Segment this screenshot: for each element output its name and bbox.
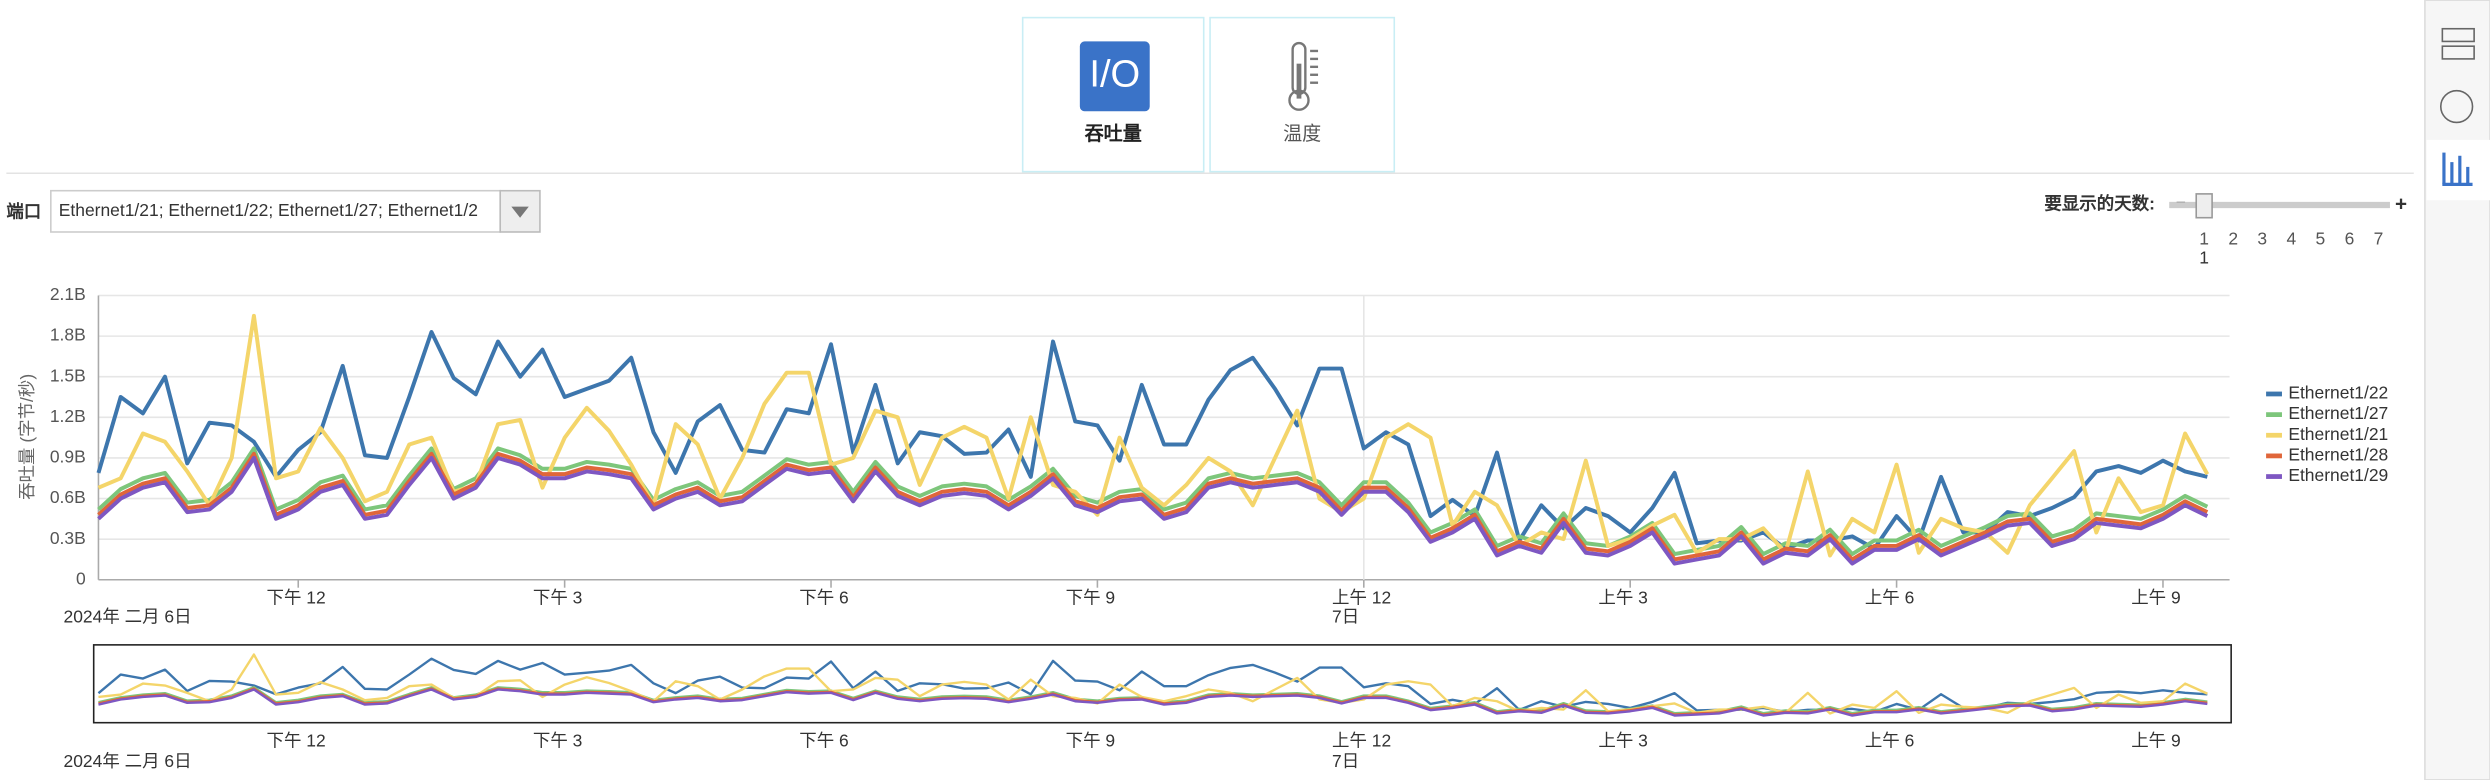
series-line xyxy=(97,446,2209,557)
day-tick-label: 2 xyxy=(2228,229,2238,249)
y-tick-label: 2.1B xyxy=(50,284,86,304)
io-icon-text: I/O xyxy=(1089,53,1140,95)
port-input[interactable] xyxy=(50,189,502,233)
x-tick-label: 下午 9 xyxy=(1066,587,1115,607)
navigator-tick-label: 上午 3 xyxy=(1598,730,1647,750)
navigator-tick-label: 上午 6 xyxy=(1865,730,1914,750)
y-tick-label: 1.5B xyxy=(50,365,86,385)
legend-label: Ethernet1/22 xyxy=(2288,383,2388,403)
navigator-next-day: 7日 xyxy=(1332,751,1359,771)
slider-minus: − xyxy=(2176,192,2186,212)
y-tick-label: 1.2B xyxy=(50,406,86,426)
x-tick-label: 上午 9 xyxy=(2131,587,2180,607)
navigator-tick-label: 下午 12 xyxy=(266,730,325,750)
navigator-line xyxy=(98,688,2208,717)
legend-label: Ethernet1/21 xyxy=(2288,424,2388,444)
legend-label: Ethernet1/27 xyxy=(2288,403,2388,423)
navigator-tick-label: 下午 6 xyxy=(799,730,848,750)
tab-label: 吞吐量 xyxy=(1085,123,1142,145)
day-tick-label: 3 xyxy=(2257,229,2267,249)
day-tick-label: 4 xyxy=(2286,229,2296,249)
slider-ticks: 1 2 3 4 5 6 7 1 xyxy=(2195,193,2384,268)
slider-value: 1 xyxy=(2199,248,2209,268)
tab-temperature[interactable] xyxy=(1209,16,1396,173)
days-label: 要显示的天数: xyxy=(2044,194,2155,214)
y-axis-label: 吞吐量 (字节/秒) xyxy=(17,374,37,500)
x-tick-label: 上午 6 xyxy=(1865,587,1914,607)
day-tick-label: 7 xyxy=(2374,229,2384,249)
navigator-line xyxy=(98,653,2208,715)
navigator-tick-label: 下午 9 xyxy=(1066,730,1115,750)
port-label: 端口 xyxy=(6,202,41,222)
sidebar-icon-network[interactable] xyxy=(2439,89,2474,124)
y-tick-label: 0.3B xyxy=(50,528,86,548)
next-day-label: 7日 xyxy=(1332,606,1359,626)
navigator-tick-label: 上午 12 xyxy=(1332,730,1391,750)
x-tick-label: 上午 12 xyxy=(1332,587,1391,607)
x-tick-label: 下午 3 xyxy=(533,587,582,607)
sidebar-icon-server[interactable] xyxy=(2441,27,2475,60)
slider-plus[interactable]: + xyxy=(2395,192,2407,215)
legend-label: Ethernet1/28 xyxy=(2288,445,2388,465)
navigator[interactable] xyxy=(92,644,2232,724)
navigator-tick-label: 下午 3 xyxy=(533,730,582,750)
day-tick-label: 5 xyxy=(2316,229,2326,249)
y-tick-label: 0.9B xyxy=(50,447,86,467)
start-date: 2024年 二月 6日 xyxy=(64,606,192,626)
series-line xyxy=(97,313,2210,558)
day-tick-label: 6 xyxy=(2345,229,2355,249)
sidebar-icon-chart xyxy=(2442,152,2473,186)
thermometer-icon xyxy=(1288,41,1319,111)
series-line xyxy=(97,455,2209,566)
dropdown-arrow xyxy=(511,206,529,218)
tab-label: 温度 xyxy=(1283,123,1321,145)
io-icon xyxy=(1079,41,1150,112)
sidebar xyxy=(2424,0,2490,780)
x-tick-label: 下午 6 xyxy=(799,587,848,607)
navigator-line xyxy=(97,657,2208,714)
x-tick-label: 下午 12 xyxy=(266,587,325,607)
navigator-tick-label: 上午 9 xyxy=(2131,730,2180,750)
y-tick-label: 1.8B xyxy=(50,325,86,345)
series-line xyxy=(96,330,2208,551)
y-tick-label: 0 xyxy=(76,568,86,588)
navigator-start-date: 2024年 二月 6日 xyxy=(64,751,192,771)
x-tick-label: 上午 3 xyxy=(1598,587,1647,607)
port-value: Ethernet1/21; Ethernet1/22; Ethernet1/27… xyxy=(59,200,478,220)
legend-label: Ethernet1/29 xyxy=(2288,465,2388,485)
day-tick-label: 1 xyxy=(2199,229,2209,249)
plot: 0 0.3B 0.6B 0.9B 1.2B 1.5B 1.8B 2.1B 下午 12 下午 12 下… xyxy=(50,284,2388,771)
slider-handle[interactable] xyxy=(2195,193,2213,219)
y-tick-label: 0.6B xyxy=(50,487,86,507)
